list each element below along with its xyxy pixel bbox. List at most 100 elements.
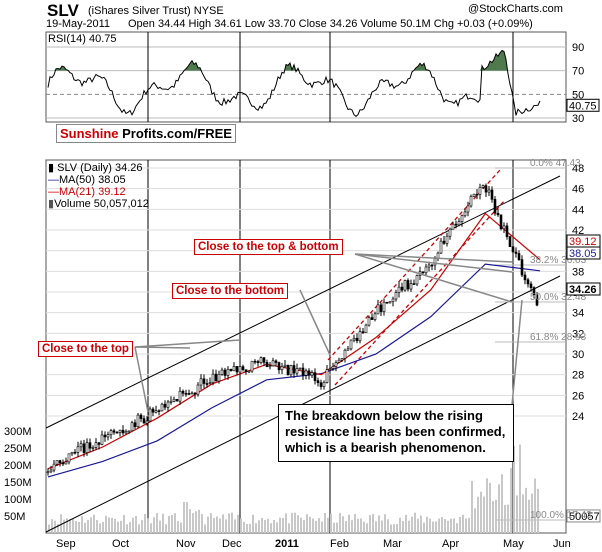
volume-bar	[522, 494, 524, 533]
volume-bar	[351, 520, 353, 533]
volume-bar	[327, 517, 329, 533]
candle-body	[430, 264, 434, 267]
volume-bar	[54, 520, 56, 533]
candle-body	[217, 374, 221, 382]
candle-body	[52, 463, 56, 471]
callout-bottom: Close to the bottom	[172, 283, 288, 299]
candle-body	[124, 431, 128, 434]
volume-bar	[87, 519, 89, 533]
volume-bar	[132, 517, 134, 533]
volume-bar	[486, 478, 488, 533]
rsi-overbought-fill	[502, 50, 504, 71]
legend-title: ▮ SLV (Daily) 34.26	[48, 162, 143, 174]
candle-body	[493, 199, 497, 214]
candle-body	[391, 298, 395, 302]
candle-body	[475, 193, 479, 196]
volume-bar	[258, 520, 260, 533]
volume-bar	[93, 514, 95, 533]
candle-body	[322, 382, 326, 387]
candle-body	[490, 189, 494, 200]
legend-ma50: —MA(50) 38.05	[48, 174, 126, 186]
volume-bar	[81, 515, 83, 533]
volume-bar	[531, 493, 533, 533]
rsi-overbought-fill	[418, 63, 420, 71]
volume-bar	[111, 517, 113, 533]
volume-bar	[228, 513, 230, 533]
volume-bar	[465, 518, 467, 533]
candle-body	[253, 360, 257, 363]
volume-bar	[525, 487, 527, 533]
candle-body	[529, 283, 533, 288]
volume-bar	[156, 513, 158, 533]
month-label: May	[503, 538, 524, 550]
volume-bar	[516, 495, 518, 533]
price-badge-text: 38.05	[569, 248, 597, 260]
price-badge	[566, 246, 601, 260]
volume-bar	[345, 521, 347, 533]
callout-arrow	[511, 299, 523, 406]
symbol-name: (iShares Silver Trust) NYSE	[88, 5, 224, 17]
candle-body	[214, 373, 218, 382]
candle-body	[364, 324, 368, 333]
volume-bar	[183, 502, 185, 533]
candle-body	[190, 392, 194, 395]
candle-body	[130, 422, 134, 432]
candle-body	[358, 331, 362, 342]
volume-tick-label: 50M	[4, 511, 25, 523]
volume-bar	[330, 513, 332, 533]
candle-body	[517, 253, 521, 260]
volume-bar	[402, 520, 404, 533]
candle-body	[46, 471, 50, 474]
volume-bar	[519, 444, 521, 533]
candle-body	[316, 380, 320, 384]
candle-body	[133, 422, 137, 427]
price-tick-label: 24	[572, 411, 584, 423]
volume-bar	[474, 508, 476, 533]
candle-body	[79, 443, 83, 448]
candle-body	[409, 283, 413, 290]
candle-body	[454, 223, 458, 226]
candle-body	[313, 372, 317, 381]
candle-body	[142, 418, 146, 424]
volume-bar	[72, 518, 74, 533]
candle-body	[394, 292, 398, 300]
legend-volume: ▮Volume 50,057,012	[48, 198, 149, 210]
candle-body	[88, 442, 92, 449]
candle-body	[460, 215, 464, 222]
volume-bar	[219, 518, 221, 533]
volume-bar	[471, 480, 473, 533]
volume-bar	[501, 474, 503, 533]
candle-body	[223, 369, 227, 376]
volume-bar	[246, 523, 248, 533]
volume-bar	[96, 519, 98, 533]
volume-bar	[426, 516, 428, 533]
volume-bar	[423, 522, 425, 533]
rsi-overbought-fill	[62, 66, 64, 71]
candle-body	[319, 382, 323, 387]
candle-body	[211, 373, 215, 383]
candle-body	[373, 313, 377, 320]
volume-bar	[84, 522, 86, 533]
rsi-tick-label: 70	[572, 66, 584, 78]
volume-bar	[336, 522, 338, 533]
candle-body	[283, 364, 287, 367]
candle-body	[235, 366, 239, 373]
legend: ▮ SLV (Daily) 34.26 —MA(50) 38.05 —MA(21…	[48, 162, 149, 210]
volume-bar	[195, 511, 197, 533]
rsi-overbought-fill	[498, 52, 500, 71]
candle-body	[502, 225, 506, 230]
candle-body	[385, 301, 389, 304]
volume-bar	[537, 488, 539, 533]
candle-body	[196, 384, 200, 395]
candle-body	[388, 301, 392, 304]
volume-bar	[168, 515, 170, 533]
candle-body	[136, 414, 140, 427]
volume-bar	[240, 518, 242, 533]
volume-bar	[69, 518, 71, 533]
volume-bar	[369, 514, 371, 533]
candle-body	[334, 362, 338, 367]
volume-bar	[105, 515, 107, 533]
volume-bar	[366, 523, 368, 533]
volume-bar	[492, 501, 494, 533]
